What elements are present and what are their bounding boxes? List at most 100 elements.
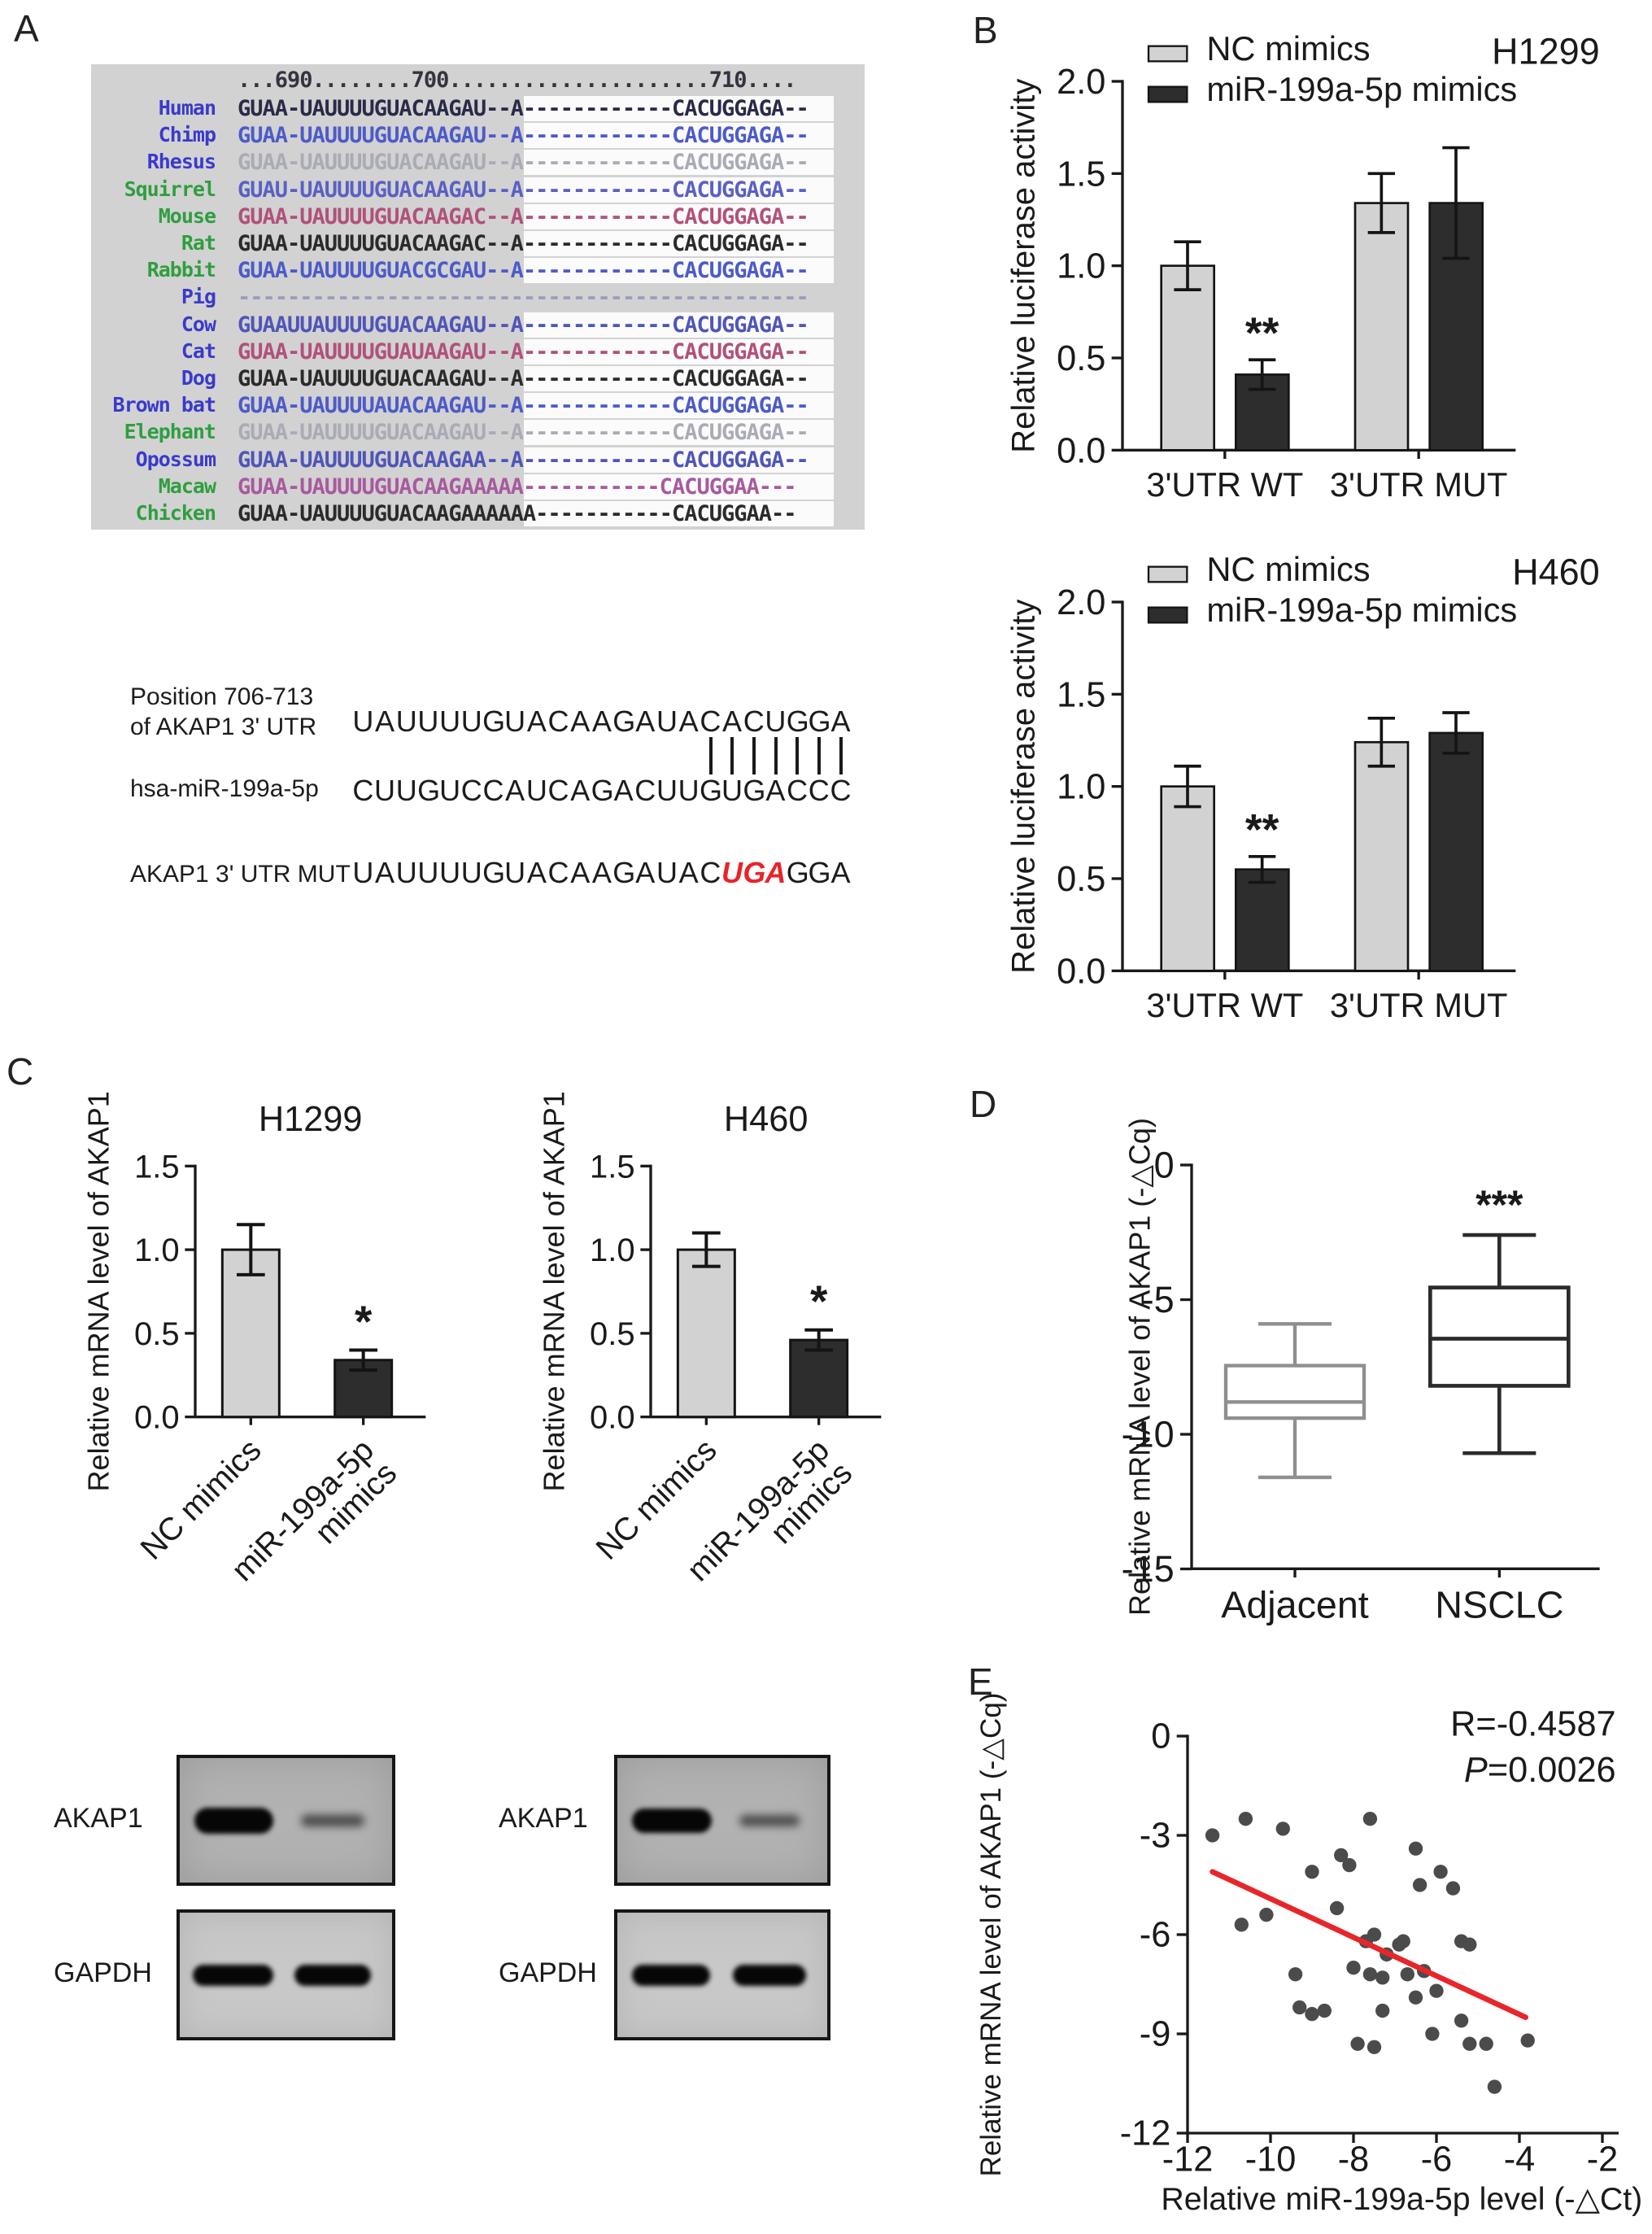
y-axis-title: Relative luciferase activity bbox=[1006, 600, 1042, 974]
blot-label-gapdh-h1299: GAPDH bbox=[54, 1957, 152, 1988]
sequence-base: G bbox=[743, 774, 766, 807]
scatter-point bbox=[1259, 1907, 1274, 1922]
species-sequence: GUAA-UAUUUUGUACGCGAU--A------------CACUG… bbox=[238, 258, 809, 284]
sequence-base: A bbox=[830, 705, 851, 738]
chart-title: H1299 bbox=[259, 1100, 363, 1139]
wt-site-label-line1: Position 706-713 bbox=[130, 683, 314, 710]
sequence-base: A bbox=[526, 856, 547, 889]
y-tick-label: 1.0 bbox=[1057, 247, 1105, 286]
scatter-point bbox=[1346, 1961, 1361, 1975]
species-name: Squirrel bbox=[124, 177, 216, 201]
alignment-row: Rhesus GUAA-UAUUUUGUACAAGAU--A-----------… bbox=[91, 150, 865, 177]
bar bbox=[1160, 264, 1215, 452]
y-tick-label: 2.0 bbox=[1057, 583, 1105, 622]
blot-band-faint bbox=[739, 1814, 800, 1826]
sequence-base: C bbox=[700, 705, 721, 738]
alignment-row: Elephant GUAA-UAUUUUGUACAAGAU--A---------… bbox=[91, 420, 865, 447]
correlation-scatter: 0 -3 -6 -9 -12-12 -10 -8 -6 -4 -2 Relative mRNA le… bbox=[975, 1693, 1642, 2217]
species-name: Brown bat bbox=[112, 393, 216, 417]
wt-utr-sequence: UAUUUUGUACAAGAUACACUGGA bbox=[352, 705, 852, 739]
species-name: Macaw bbox=[158, 473, 216, 498]
species-sequence: GUAA-UAUUUUGUAUAAGAU--A------------CACUG… bbox=[238, 338, 809, 364]
alignment-row: Human GUAA-UAUUUUGUACAAGAU--A------------… bbox=[91, 96, 865, 123]
scatter-point bbox=[1375, 1970, 1390, 1985]
pairing-bond-line bbox=[774, 737, 778, 774]
sequence-base: U bbox=[504, 856, 526, 889]
chart-title: H460 bbox=[724, 1100, 809, 1139]
sequence-base: C bbox=[830, 774, 852, 807]
scatter-point bbox=[1238, 1812, 1253, 1826]
sequence-base: U bbox=[417, 705, 439, 738]
legend-swatch bbox=[1147, 606, 1188, 624]
scatter-point bbox=[1205, 1828, 1220, 1843]
alignment-highlight bbox=[524, 258, 834, 284]
alignment-highlight bbox=[524, 203, 834, 229]
sequence-base: C bbox=[787, 774, 809, 807]
sequence-base: G bbox=[417, 774, 441, 807]
chart-title: H460 bbox=[1512, 551, 1600, 592]
alignment-highlight bbox=[524, 150, 834, 176]
scatter-point bbox=[1429, 1983, 1444, 1998]
sequence-base: G bbox=[808, 705, 831, 738]
alignment-highlight bbox=[524, 177, 834, 203]
pairing-bond-line bbox=[839, 737, 843, 774]
scatter-point bbox=[1408, 1841, 1423, 1856]
species-name: Rat bbox=[181, 231, 216, 255]
y-axis-title: Relative mRNA level of AKAP1 bbox=[81, 1091, 115, 1491]
scatter-point bbox=[1334, 1848, 1349, 1863]
bar bbox=[1353, 202, 1410, 452]
species-sequence: GUAU-UAUUUUGUACAAGAU--A------------CACUG… bbox=[238, 177, 809, 203]
alignment-row: Macaw GUAA-UAUUUUGUACAAGAAAAA-----------C… bbox=[91, 473, 865, 501]
blot-image-akap1-h460 bbox=[614, 1755, 830, 1886]
x-tick-label: NSCLC bbox=[1435, 1583, 1563, 1625]
bar bbox=[789, 1338, 849, 1419]
x-tick-label: 3'UTR MUT bbox=[1330, 986, 1508, 1024]
sequence-base: A bbox=[375, 856, 395, 889]
sequence-base: U bbox=[721, 774, 743, 807]
sequence-base: U bbox=[460, 856, 482, 889]
y-tick-label: -9 bbox=[1140, 2015, 1171, 2054]
y-tick-label: 1.5 bbox=[1057, 675, 1105, 714]
species-sequence: GUAA-UAUUUUGUACAAGAU--A------------CACUG… bbox=[238, 366, 809, 391]
alignment-row: Mouse GUAA-UAUUUUGUACAAGAC--A------------… bbox=[91, 203, 865, 231]
blot-band-strong bbox=[194, 1807, 273, 1834]
y-tick-label: 0 bbox=[1154, 1144, 1175, 1185]
sequence-base: U bbox=[656, 774, 678, 807]
y-tick-label: 1.0 bbox=[590, 1233, 635, 1268]
sequence-base: C bbox=[808, 774, 830, 807]
sequence-base: U bbox=[395, 774, 417, 807]
y-tick-label: 0.0 bbox=[134, 1400, 180, 1436]
pairing-bond-line bbox=[752, 737, 756, 774]
species-sequence: ----------------------------------------… bbox=[238, 285, 809, 311]
legend-swatch bbox=[1147, 565, 1188, 583]
sequence-base: A bbox=[613, 774, 634, 807]
sequence-base: A bbox=[635, 856, 656, 889]
luciferase-chart-h460: 0.0 0.5 1.0 1.5 2.0 Relative luciferase activ… bbox=[1006, 550, 1600, 1024]
sequence-base: A bbox=[830, 856, 851, 889]
box bbox=[1428, 1285, 1571, 1388]
blot-image-gapdh-h460 bbox=[614, 1909, 830, 2040]
y-axis-title: Relative mRNA level of AKAP1 (-△Cq) bbox=[1122, 1118, 1156, 1616]
y-tick-label: -6 bbox=[1140, 1916, 1171, 1955]
scatter-point bbox=[1400, 1967, 1414, 1982]
alignment-highlight bbox=[524, 420, 834, 446]
blot-band-strong bbox=[294, 1964, 371, 1986]
sequence-base: A bbox=[765, 856, 787, 889]
correlation-r-value: R=-0.4587 bbox=[1450, 1704, 1616, 1743]
sequence-base: C bbox=[482, 774, 504, 807]
sequence-base: C bbox=[547, 705, 569, 738]
alignment-row: Opossum GUAA-UAUUUUGUACAAGAA--A----------… bbox=[91, 447, 865, 474]
scatter-point bbox=[1292, 2000, 1307, 2015]
sequence-base: U bbox=[460, 705, 482, 738]
scatter-point bbox=[1520, 2033, 1535, 2048]
x-tick-label: 3'UTR MUT bbox=[1330, 465, 1508, 504]
species-name: Human bbox=[158, 96, 216, 120]
species-sequence: GUAA-UAUUUUGUACAAGAU--A------------CACUG… bbox=[238, 123, 809, 149]
sequence-base: U bbox=[504, 705, 526, 738]
blot-band-strong bbox=[732, 1964, 807, 1986]
sequence-base: U bbox=[417, 856, 439, 889]
species-name: Cow bbox=[181, 312, 216, 336]
sequence-base: G bbox=[743, 856, 766, 889]
bar bbox=[1353, 740, 1410, 972]
